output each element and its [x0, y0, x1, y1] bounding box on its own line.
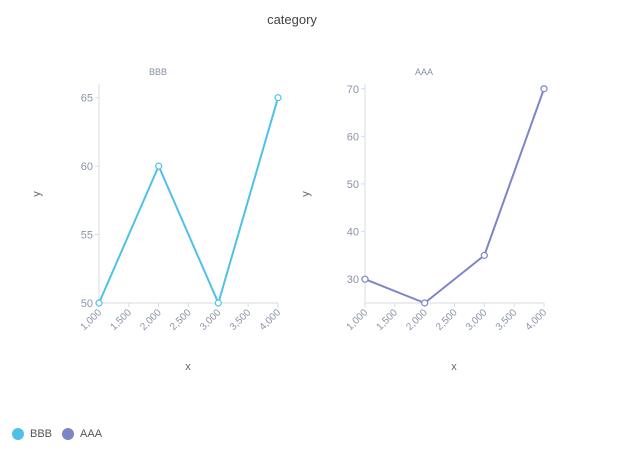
x-tick-label: 3,500 [228, 307, 254, 333]
x-tick-label: 2,000 [404, 307, 430, 333]
y-tick-label: 40 [347, 227, 359, 239]
legend-label-aaa: AAA [80, 428, 103, 440]
legend: BBB AAA [12, 428, 112, 440]
x-tick-label: 2,500 [434, 307, 460, 333]
legend-label-bbb: BBB [30, 428, 53, 440]
y-tick-label: 65 [81, 93, 93, 105]
data-point[interactable] [155, 162, 163, 170]
x-axis-label: x [185, 361, 191, 373]
series-line [364, 88, 545, 304]
legend-item-aaa[interactable]: AAA [62, 428, 102, 440]
x-tick-label: 1,500 [374, 307, 400, 333]
panel-title: BBB [149, 67, 167, 77]
chart-title: category [267, 12, 317, 27]
data-point[interactable] [214, 299, 222, 307]
x-tick-label: 1,500 [108, 307, 134, 333]
data-point[interactable] [361, 275, 369, 283]
x-tick-label: 3,000 [464, 307, 490, 333]
y-tick-label: 55 [81, 230, 93, 242]
chart-panel-0: BBB 50 55 60 65 1,000 1,500 2,000 2,500 3,000 3,50… [31, 67, 283, 373]
data-point[interactable] [540, 85, 548, 93]
y-tick-label: 30 [347, 274, 359, 286]
data-point[interactable] [480, 251, 488, 259]
y-axis-label: y [31, 191, 43, 197]
data-point[interactable] [421, 299, 429, 307]
y-tick-label: 50 [347, 179, 359, 191]
y-tick-label: 60 [81, 161, 93, 173]
x-axis-label: x [451, 361, 457, 373]
y-tick-label: 70 [347, 84, 359, 96]
x-tick-label: 2,500 [168, 307, 194, 333]
x-tick-label: 4,000 [258, 307, 284, 333]
x-tick-label: 1,000 [79, 307, 105, 333]
x-tick-label: 4,000 [524, 307, 550, 333]
y-tick-label: 50 [81, 298, 93, 310]
legend-swatch-bbb [12, 428, 24, 440]
data-point[interactable] [274, 94, 282, 102]
series-line [98, 97, 279, 304]
data-point[interactable] [95, 299, 103, 307]
x-tick-label: 1,000 [345, 307, 371, 333]
legend-swatch-aaa [62, 428, 75, 440]
panel-title: AAA [415, 67, 433, 77]
chart-panel-1: AAA 30 40 50 60 70 1,000 1,500 2,000 2,500 3,000 3,… [300, 67, 549, 373]
y-axis-label: y [300, 191, 312, 197]
x-tick-label: 3,000 [198, 307, 224, 333]
legend-item-bbb[interactable]: BBB [12, 428, 52, 440]
x-tick-label: 3,500 [494, 307, 520, 333]
x-tick-label: 2,000 [138, 307, 164, 333]
y-tick-label: 60 [347, 131, 359, 143]
